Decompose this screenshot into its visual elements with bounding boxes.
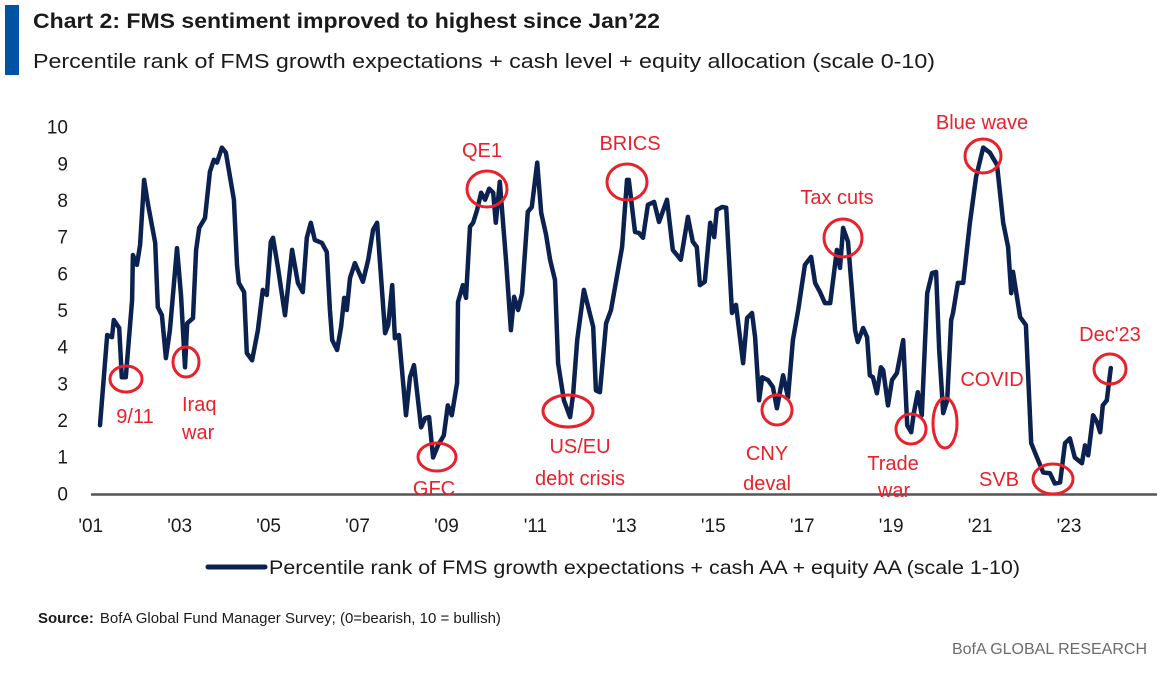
x-tick-label: '09	[434, 516, 459, 537]
x-axis: '01 '03 '05 '07 '09 '11 '13 '15 '17 '19 '21 '23	[78, 516, 1081, 537]
y-tick-label: 10	[47, 118, 68, 139]
source-note: Source: BofA Global Fund Manager Survey; …	[38, 610, 501, 627]
series-line	[97, 145, 1114, 486]
annotation-covid: COVID	[960, 369, 1023, 391]
y-tick-label: 8	[57, 191, 68, 212]
annotation-circle-cny	[760, 393, 794, 427]
x-tick-label: '21	[968, 516, 993, 537]
annotation-useu-line2: debt crisis	[535, 468, 625, 490]
brand-footer: BofA GLOBAL RESEARCH	[952, 641, 1147, 658]
annotation-trade-line2: war	[877, 480, 911, 502]
annotation-iraq-line1: Iraq	[182, 394, 216, 416]
y-tick-label: 2	[57, 411, 68, 432]
y-tick-label: 0	[57, 484, 68, 505]
annotation-circle-qe1	[465, 169, 509, 209]
annotation-circles	[108, 137, 1128, 496]
y-axis: 0 1 2 3 4 5 6 7 8 9 10	[47, 118, 69, 506]
legend: Percentile rank of FMS growth expectatio…	[205, 558, 1020, 579]
annotation-circle-taxcuts	[822, 217, 864, 259]
annotation-iraq-line2: war	[181, 422, 215, 444]
y-tick-label: 4	[57, 338, 68, 359]
annotation-circle-tradewar	[894, 412, 928, 446]
annotation-circle-bluewave	[963, 137, 1003, 175]
annotation-gfc: GFC	[413, 478, 455, 500]
x-tick-label: '23	[1057, 516, 1082, 537]
chart-title: Chart 2: FMS sentiment improved to highe…	[33, 10, 660, 33]
x-tick-label: '01	[78, 516, 103, 537]
annotation-circle-brics	[605, 162, 649, 202]
annotation-taxcuts: Tax cuts	[800, 187, 873, 209]
x-tick-label: '07	[345, 516, 370, 537]
y-tick-label: 1	[57, 448, 68, 469]
x-tick-label: '15	[701, 516, 726, 537]
source-label: Source:	[38, 610, 94, 627]
x-tick-label: '17	[790, 516, 815, 537]
annotation-qe1: QE1	[462, 140, 502, 162]
x-tick-label: '11	[524, 516, 547, 537]
y-tick-label: 9	[57, 154, 68, 175]
annotation-svb: SVB	[979, 469, 1019, 491]
y-tick-label: 3	[57, 374, 68, 395]
annotation-trade-line1: Trade	[867, 453, 919, 475]
annotation-circle-covid	[931, 396, 959, 450]
annotation-cny-line2: deval	[743, 473, 791, 495]
annotation-dec23: Dec'23	[1079, 324, 1141, 346]
annotation-911: 9/11	[116, 406, 153, 428]
y-tick-label: 7	[57, 228, 68, 249]
chart-subtitle: Percentile rank of FMS growth expectatio…	[33, 51, 935, 73]
annotation-useu-line1: US/EU	[549, 436, 610, 458]
annotation-circle-gfc	[416, 441, 458, 473]
accent-bar	[5, 5, 19, 75]
legend-label: Percentile rank of FMS growth expectatio…	[269, 558, 1020, 579]
annotation-circle-911	[108, 364, 144, 394]
annotation-cny-line1: CNY	[746, 443, 788, 465]
source-text: BofA Global Fund Manager Survey; (0=bear…	[100, 610, 501, 627]
y-tick-label: 5	[57, 301, 68, 322]
x-tick-label: '19	[879, 516, 904, 537]
x-tick-label: '03	[167, 516, 192, 537]
annotation-bluewave: Blue wave	[936, 112, 1028, 134]
y-tick-label: 6	[57, 264, 68, 285]
annotation-circle-iraq	[171, 345, 201, 379]
x-tick-label: '13	[612, 516, 637, 537]
annotation-labels: 9/11 Iraq war GFC QE1 BRICS US/EU debt c…	[116, 112, 1141, 502]
annotation-circle-svb	[1031, 462, 1075, 496]
annotation-circle-useu	[541, 393, 595, 429]
annotation-brics: BRICS	[599, 133, 660, 155]
annotation-circle-dec23	[1092, 352, 1128, 386]
x-tick-label: '05	[256, 516, 281, 537]
